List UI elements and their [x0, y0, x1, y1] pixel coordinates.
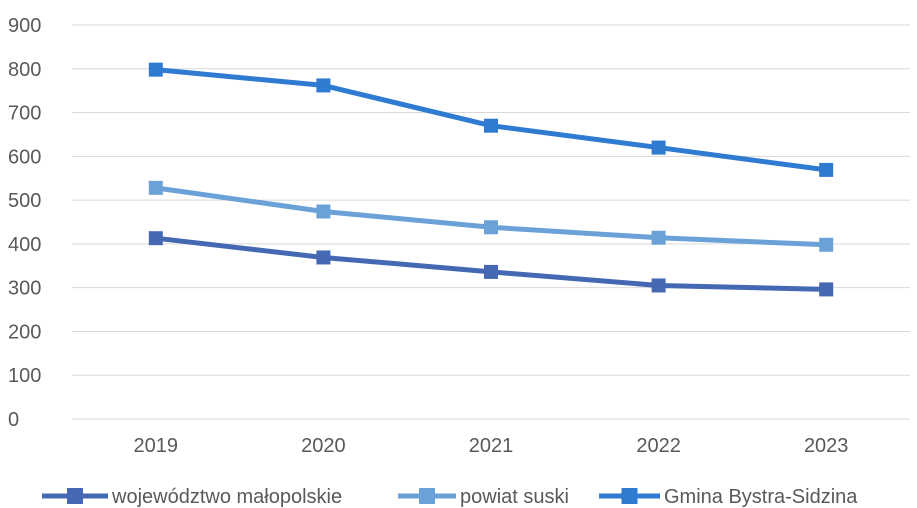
legend: województwo małopolskie powiat suski Gmina…: [42, 486, 858, 508]
data-point: [484, 264, 498, 279]
series-line: [153, 235, 829, 292]
y-tick-label: 700: [8, 103, 41, 125]
gridlines: [72, 24, 910, 420]
data-point: [316, 250, 331, 265]
legend-item: Gmina Bystra-Sidzina: [599, 486, 858, 508]
data-point: [819, 162, 834, 177]
data-point: [148, 180, 163, 195]
x-tick-label: 2019: [134, 435, 179, 457]
y-tick-label: 200: [8, 321, 41, 343]
series-1: [148, 180, 834, 252]
legend-label: Gmina Bystra-Sidzina: [664, 486, 858, 508]
y-tick-label: 500: [8, 190, 41, 212]
data-point: [148, 231, 163, 246]
legend-item: województwo małopolskie: [42, 486, 342, 508]
series-0: [148, 231, 834, 297]
y-tick-label: 300: [8, 278, 41, 300]
y-axis-ticks: 0 100 200 300 400 500 600 700 800 900: [8, 15, 41, 431]
legend-marker-swatch: [419, 488, 435, 504]
data-point: [819, 282, 834, 297]
y-tick-label: 900: [8, 15, 41, 37]
data-point: [316, 78, 331, 93]
series-group: [148, 62, 834, 297]
legend-label: powiat suski: [460, 486, 569, 508]
x-tick-label: 2023: [804, 435, 849, 457]
legend-label: województwo małopolskie: [111, 486, 342, 508]
data-point: [819, 237, 834, 252]
legend-marker-swatch: [67, 488, 83, 504]
x-axis-ticks: 2019 2020 2021 2022 2023: [134, 435, 849, 457]
data-point: [651, 278, 666, 293]
y-tick-label: 600: [8, 146, 41, 168]
y-tick-label: 0: [8, 409, 19, 431]
legend-item: powiat suski: [398, 486, 569, 508]
y-tick-label: 400: [8, 234, 41, 256]
series-line: [153, 185, 829, 248]
data-point: [484, 220, 498, 235]
series-2: [148, 62, 834, 177]
legend-marker-swatch: [621, 488, 638, 504]
data-point: [316, 204, 331, 219]
x-tick-label: 2020: [301, 435, 346, 457]
data-point: [651, 140, 666, 155]
y-tick-label: 100: [8, 365, 41, 387]
data-point: [148, 62, 163, 77]
data-point: [651, 230, 666, 245]
x-tick-label: 2022: [636, 435, 681, 457]
y-tick-label: 800: [8, 59, 41, 81]
x-tick-label: 2021: [469, 435, 514, 457]
data-point: [484, 118, 498, 133]
